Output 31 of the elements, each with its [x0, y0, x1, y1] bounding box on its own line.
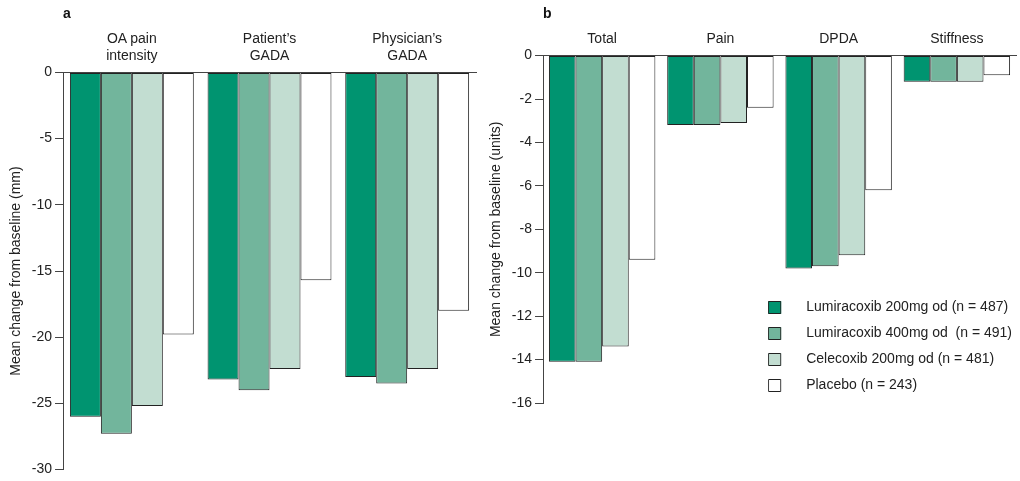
legend-label: Placebo (n = 243) — [806, 376, 918, 393]
x-tick-label: Patient’s GADA — [242, 30, 297, 63]
y-tick-label: 0 — [524, 46, 533, 63]
legend-label: Celecoxib 200mg od (n = 481) — [806, 350, 995, 367]
y-tick-label: -6 — [519, 176, 533, 193]
y-axis-title: Mean change from baseline (mm) — [7, 166, 24, 376]
y-tick-label: -10 — [511, 263, 533, 280]
y-tick-label: -12 — [511, 307, 533, 324]
y-tick-label: -16 — [511, 393, 533, 410]
y-tick-label: -5 — [39, 129, 53, 146]
y-axis-title: Mean change from baseline (units) — [487, 121, 504, 338]
y-tick-label: -10 — [31, 195, 53, 212]
chart-title: b — [543, 5, 552, 22]
x-tick-label: Pain — [706, 30, 735, 47]
x-tick-label: Physician’s GADA — [372, 30, 443, 63]
chart-title: a — [63, 5, 72, 22]
y-tick-label: -20 — [31, 328, 53, 345]
y-tick-label: -14 — [511, 350, 533, 367]
x-tick-label: Total — [587, 30, 617, 47]
y-tick-label: -8 — [519, 220, 533, 237]
legend-label: Lumiracoxib 400mg od (n = 491) — [806, 324, 1013, 341]
y-tick-label: 0 — [44, 63, 53, 80]
y-tick-label: -30 — [31, 460, 53, 477]
y-tick-label: -4 — [519, 133, 533, 150]
x-tick-label: OA pain intensity — [106, 30, 158, 63]
y-tick-label: -15 — [31, 261, 53, 278]
legend-label: Lumiracoxib 200mg od (n = 487) — [806, 298, 1009, 315]
x-tick-label: DPDA — [819, 30, 859, 47]
y-tick-label: -2 — [519, 89, 533, 106]
x-tick-label: Stiffness — [930, 30, 984, 47]
y-tick-label: -25 — [31, 394, 53, 411]
